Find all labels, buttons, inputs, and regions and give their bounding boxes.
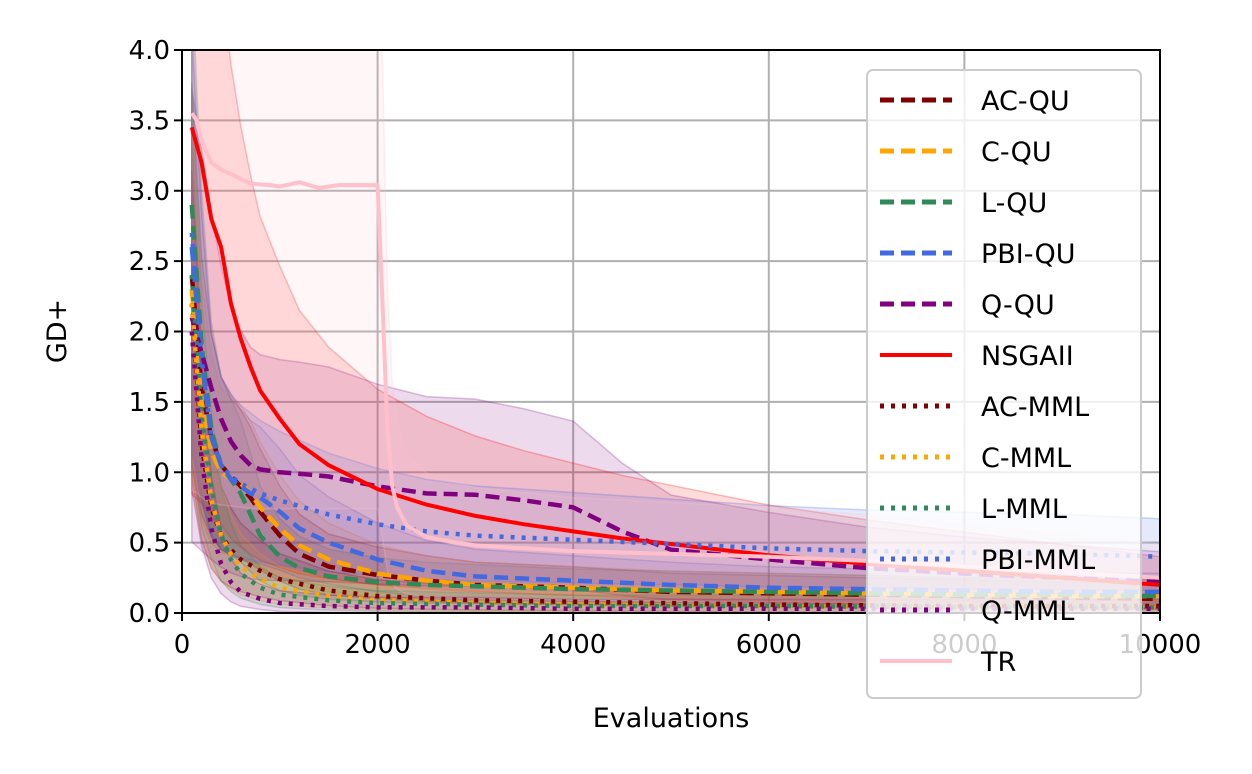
band-l-mml — [191, 82, 1160, 613]
x-axis-label: Evaluations — [593, 703, 750, 734]
series-line-ac-mml — [189, 303, 1160, 609]
y-axis-label: GD+ — [42, 299, 73, 363]
y-tick-label: 3.5 — [129, 106, 170, 136]
legend-label-q-qu: Q-QU — [981, 290, 1055, 321]
x-tick-label: 2000 — [345, 630, 411, 660]
y-tick-label: 0.5 — [129, 529, 170, 559]
y-axis-ticks: 0.0 0.5 1.0 1.5 2.0 2.5 3.0 3.5 4.0 — [129, 36, 182, 629]
series-lines — [189, 112, 1160, 612]
legend-box — [866, 69, 1142, 699]
legend-label-nsgaii: NSGAII — [981, 341, 1074, 372]
series-line-q-mml — [189, 331, 1160, 612]
series-line-c-mml — [189, 303, 1160, 610]
legend-label-c-qu: C-QU — [981, 137, 1052, 168]
legend-label-ac-qu: AC-QU — [981, 86, 1070, 117]
legend-label-pbi-mml: PBI-MML — [981, 545, 1095, 576]
legend: AC-QU C-QU L-QU PBI-QU Q-QU NSGAII AC-MML C-MML… — [866, 69, 1142, 699]
legend-label-ac-mml: AC-MML — [981, 392, 1089, 423]
band-c-mml — [191, 125, 1160, 613]
legend-label-pbi-qu: PBI-QU — [981, 239, 1076, 270]
series-line-pbi-qu — [189, 246, 1160, 595]
series-line-l-qu — [189, 204, 1160, 599]
legend-label-l-mml: L-MML — [981, 494, 1067, 525]
band-pbi-qu — [191, 50, 1160, 608]
legend-label-l-qu: L-QU — [981, 188, 1047, 219]
y-tick-label: 1.0 — [129, 458, 170, 488]
band-l-qu — [191, 50, 1160, 609]
y-tick-label: 1.5 — [129, 388, 170, 418]
y-tick-label: 2.0 — [129, 318, 170, 348]
x-tick-label: 6000 — [736, 630, 802, 660]
legend-label-tr: TR — [980, 647, 1016, 678]
y-tick-label: 3.0 — [129, 177, 170, 207]
series-line-c-qu — [189, 289, 1160, 599]
legend-label-q-mml: Q-MML — [981, 596, 1074, 627]
series-line-tr — [190, 112, 1160, 580]
x-tick-label: 4000 — [540, 630, 606, 660]
band-q-qu — [191, 88, 1160, 609]
band-nsgaii — [191, 50, 1160, 610]
y-tick-label: 4.0 — [129, 36, 170, 66]
band-c-qu — [191, 104, 1160, 609]
series-line-pbi-mml — [189, 232, 1160, 559]
band-q-mml — [191, 169, 1160, 613]
y-tick-label: 2.5 — [129, 247, 170, 277]
series-line-q-qu — [189, 316, 1160, 585]
legend-label-c-mml: C-MML — [981, 443, 1071, 474]
y-tick-label: 0.0 — [129, 599, 170, 629]
x-tick-label: 0 — [174, 630, 191, 660]
